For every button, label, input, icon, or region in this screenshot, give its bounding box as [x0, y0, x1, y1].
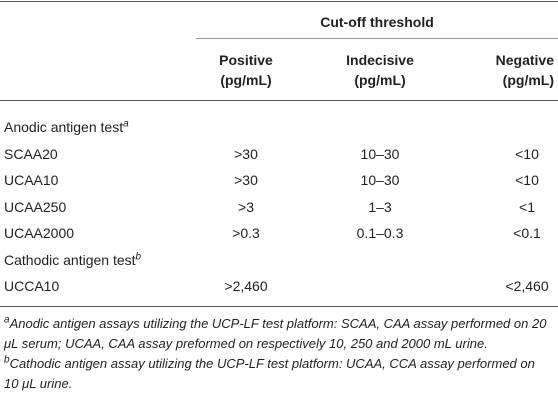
- group-rule: [196, 38, 558, 39]
- group-header: Cut-off threshold: [320, 14, 434, 30]
- footnote-mark: a: [4, 314, 10, 326]
- column-unit: (pg/mL): [220, 72, 272, 88]
- row-label: UCCA10: [4, 278, 60, 294]
- column-header: Indecisive: [346, 52, 414, 68]
- cell: 1–3: [368, 198, 392, 215]
- footnote-text: Cathodic antigen assay utilizing the UCP…: [4, 356, 535, 391]
- column-header: Positive: [219, 52, 273, 68]
- row-label: SCAA20: [4, 145, 58, 162]
- footnote-mark: b: [4, 354, 10, 366]
- cell: 0.1–0.3: [356, 225, 404, 241]
- cell: >2,460: [224, 278, 268, 294]
- cell: 10–30: [360, 172, 400, 188]
- row-label: UCAA10: [4, 172, 59, 188]
- cell: <10: [515, 145, 539, 162]
- section-title: Cathodic antigen testb: [4, 251, 141, 269]
- footnote: aAnodic antigen assays utilizing the UCP…: [4, 314, 552, 354]
- cell: <10: [515, 172, 539, 188]
- section-text: Cathodic antigen test: [4, 251, 136, 268]
- section-title: Anodic antigen testa: [4, 118, 129, 136]
- bottom-rule: [0, 306, 558, 307]
- cell: <2,460: [505, 278, 549, 294]
- column-unit: (pg/mL): [502, 72, 554, 88]
- footnote: bCathodic antigen assay utilizing the UC…: [4, 354, 552, 394]
- note-mark: a: [123, 118, 129, 130]
- column-header: Negative: [495, 52, 554, 68]
- header-rule: [0, 100, 558, 101]
- column-unit: (pg/mL): [354, 72, 406, 88]
- footnote-text: Anodic antigen assays utilizing the UCP-…: [4, 316, 547, 351]
- row-label: UCAA250: [4, 198, 67, 215]
- row-label: UCAA2000: [4, 225, 75, 241]
- section-text: Anodic antigen test: [4, 119, 124, 135]
- top-rule: [0, 1, 558, 2]
- cell: >3: [238, 198, 254, 215]
- cell: <0.1: [513, 225, 541, 241]
- cell: >30: [234, 172, 258, 188]
- cell: 10–30: [360, 145, 400, 162]
- note-mark: b: [135, 250, 142, 262]
- cell: >30: [234, 145, 258, 162]
- cell: >0.3: [232, 225, 260, 241]
- cell: <1: [519, 198, 535, 215]
